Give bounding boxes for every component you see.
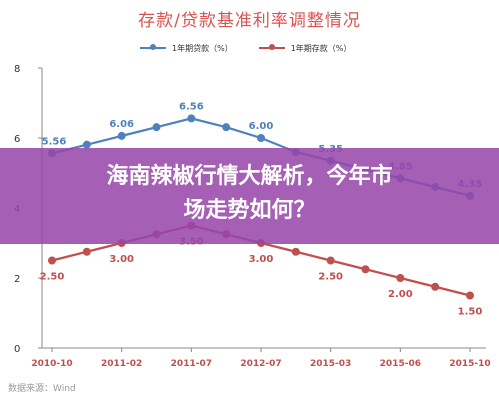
- data-point: [291, 247, 300, 256]
- data-label: 2.50: [318, 272, 343, 283]
- data-point: [396, 274, 405, 282]
- x-tick-label: 2011-07: [171, 359, 212, 369]
- data-label: 6.00: [249, 121, 274, 132]
- y-tick-label: 0: [14, 344, 20, 355]
- data-point: [361, 265, 370, 274]
- x-tick-label: 2015-10: [449, 359, 490, 369]
- data-point: [257, 134, 265, 142]
- data-point: [466, 291, 474, 300]
- data-point: [152, 123, 161, 132]
- legend-label-deposit: 1年期存款（%）: [290, 43, 352, 53]
- y-tick-label: 8: [14, 64, 20, 75]
- source-note: 数据来源：Wind: [8, 384, 76, 394]
- data-label: 5.56: [42, 136, 67, 147]
- data-label: 2.00: [388, 289, 413, 300]
- y-tick-label: 2: [14, 274, 20, 285]
- chart-legend: 1年期贷款（%） 1年期存款（%）: [140, 41, 351, 55]
- data-point: [48, 256, 56, 265]
- data-point: [222, 123, 231, 132]
- x-tick-label: 2015-06: [380, 359, 421, 369]
- headline-text: 海南辣椒行情大解析，今年市 场走势如何？: [0, 160, 499, 228]
- data-point: [117, 131, 126, 140]
- legend-item-deposit: 1年期存款（%）: [258, 43, 352, 54]
- legend-label-loan: 1年期贷款（%）: [172, 43, 233, 53]
- y-tick-label: 6: [14, 134, 20, 145]
- data-point: [82, 247, 91, 256]
- headline-line-2: 场走势如何？: [183, 198, 316, 223]
- data-label: 6.56: [179, 101, 204, 112]
- x-tick-label: 2011-02: [101, 359, 142, 369]
- headline-line-1: 海南辣椒行情大解析，今年市: [106, 164, 393, 189]
- legend-swatch-deposit: [258, 44, 285, 50]
- data-point: [326, 256, 335, 265]
- x-tick-label: 2010-10: [31, 359, 72, 369]
- legend-item-loan: 1年期贷款（%）: [140, 43, 233, 54]
- data-point: [187, 114, 196, 123]
- data-label: 3.00: [109, 254, 134, 265]
- headline-banner: [0, 148, 499, 244]
- legend-swatch-loan: [140, 44, 166, 50]
- data-label: 3.00: [249, 254, 274, 265]
- data-label: 6.06: [109, 119, 134, 130]
- data-label: 2.50: [40, 272, 65, 283]
- data-point: [82, 140, 91, 149]
- chart-title: 存款/贷款基准利率调整情况: [138, 11, 361, 31]
- x-tick-label: 2015-03: [310, 359, 351, 369]
- x-tick-label: 2012-07: [240, 359, 281, 369]
- data-label: 1.50: [458, 307, 483, 318]
- data-point: [431, 282, 440, 291]
